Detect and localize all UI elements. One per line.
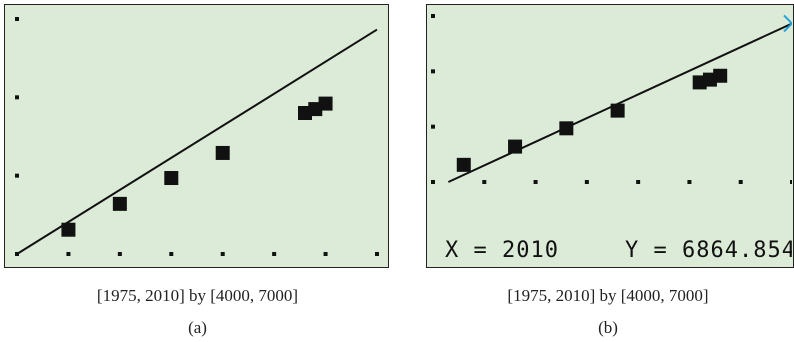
y-axis-tick-mark <box>431 69 435 74</box>
y-axis-tick-mark <box>431 14 435 18</box>
trace-x-readout: X = 2010 <box>445 238 559 263</box>
regression-line <box>447 22 792 183</box>
calculator-screen-b: X = 2010 Y = 6864.854 <box>426 4 794 268</box>
x-axis-tick-mark <box>482 180 487 184</box>
regression-line <box>16 28 378 255</box>
y-axis-tick-mark <box>15 173 19 178</box>
panel-label-a: (a) <box>188 318 207 337</box>
window-caption-b: [1975, 2010] by [4000, 7000] <box>507 286 709 305</box>
y-axis-tick-mark <box>431 180 435 184</box>
data-point <box>610 103 625 118</box>
y-axis-tick-mark <box>15 95 19 100</box>
x-axis-tick-mark <box>533 180 538 184</box>
data-point <box>713 68 728 83</box>
x-axis-tick-mark <box>323 252 328 256</box>
y-axis-tick-mark <box>431 124 435 129</box>
x-axis-tick-mark <box>272 252 277 256</box>
trace-cursor-icon <box>783 14 792 25</box>
data-point <box>318 96 333 111</box>
panel-label-b: (b) <box>598 318 618 337</box>
chart-panel-a: [1975, 2010] by [4000, 7000] (a) <box>0 0 395 342</box>
chart-panel-b: X = 2010 Y = 6864.854 [1975, 2010] by [40… <box>422 0 794 342</box>
x-axis-tick-mark <box>375 252 379 256</box>
plot-area-b: X = 2010 Y = 6864.854 <box>431 14 792 263</box>
y-axis-tick-mark <box>15 17 19 21</box>
window-caption-a: [1975, 2010] by [4000, 7000] <box>96 286 299 305</box>
x-axis-tick-mark <box>117 252 122 256</box>
x-axis-tick-mark <box>790 180 792 184</box>
plot-area-a <box>15 17 379 256</box>
data-point <box>164 171 179 186</box>
x-axis-tick-mark <box>66 252 71 256</box>
trace-y-readout: Y = 6864.854 <box>625 238 792 263</box>
data-point <box>215 145 230 160</box>
x-axis-tick-mark <box>738 180 743 184</box>
data-point <box>508 139 523 154</box>
x-axis-tick-mark <box>169 252 174 256</box>
data-point <box>559 121 574 136</box>
calculator-screen-a <box>4 4 389 268</box>
trace-cursor-icon <box>783 22 792 33</box>
x-axis-tick-mark <box>687 180 692 184</box>
data-point <box>61 222 76 237</box>
x-axis-tick-mark <box>584 180 589 184</box>
x-axis-tick-mark <box>220 252 225 256</box>
x-axis-tick-mark <box>636 180 641 184</box>
data-point <box>456 157 471 172</box>
data-point <box>112 196 127 211</box>
